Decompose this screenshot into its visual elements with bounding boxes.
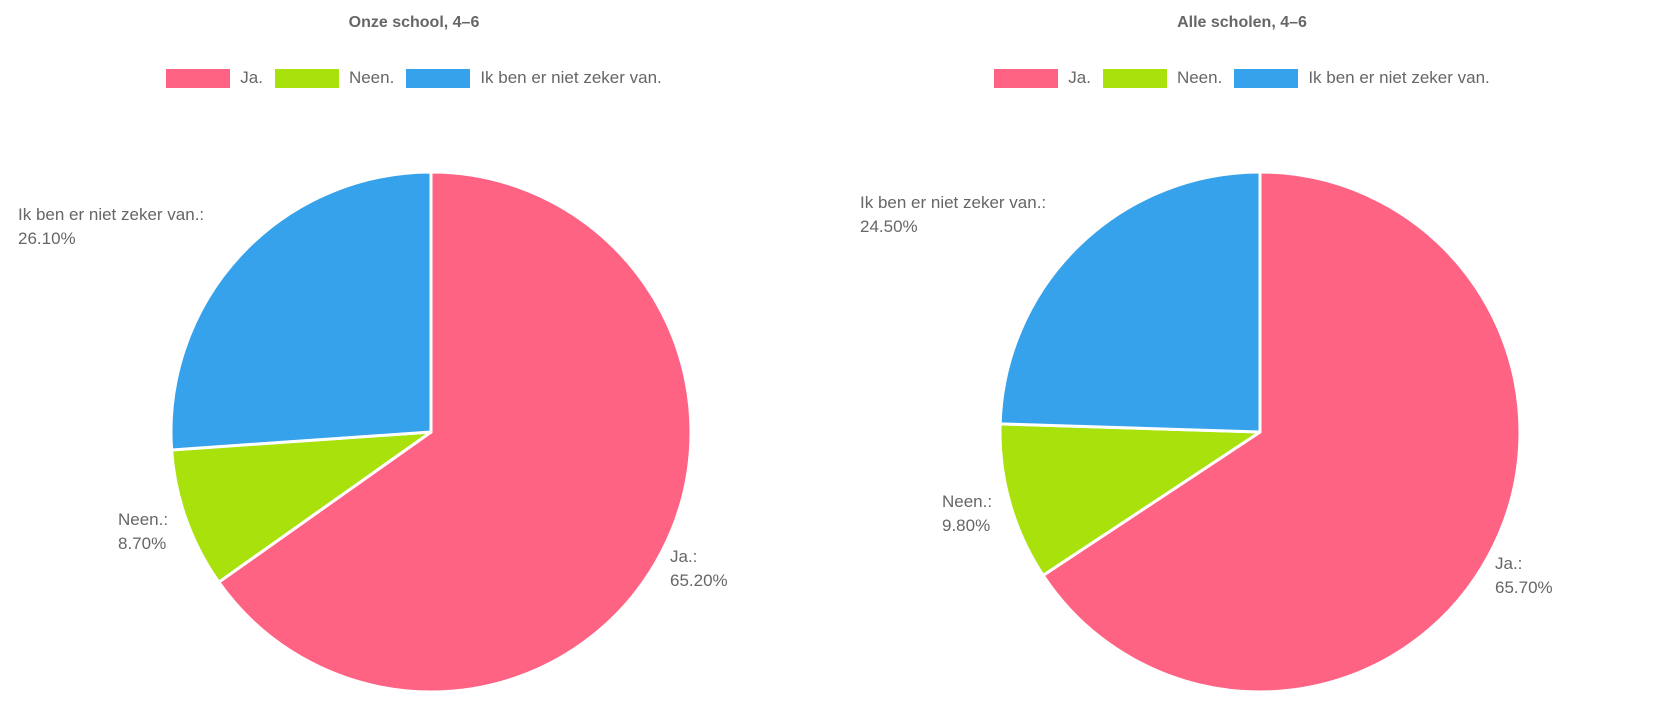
legend-item-ja[interactable]: Ja. [994,68,1091,88]
pie-slice-neen[interactable] [998,422,1262,577]
pie-slice-neen[interactable] [170,430,433,584]
slice-label-name: Ja.: [670,547,697,566]
slice-label-value: 65.70% [1495,578,1553,597]
legend-label-ja: Ja. [1068,68,1091,87]
legend-swatch-ja [166,68,231,88]
legend-swatch-neen [274,68,339,88]
legend-item-ja[interactable]: Ja. [166,68,263,88]
slice-label-name: Ja.: [1495,554,1522,573]
slice-label-ja: Ja.: 65.20% [670,547,728,590]
pie-slice-niet-zeker[interactable] [998,170,1262,434]
slice-label-value: 9.80% [942,516,990,535]
pie-chart-alle-scholen: Ja.: 65.70% Neen.: 9.80% Ik ben er niet zeke… [860,170,1553,694]
slice-label-ja: Ja.: 65.70% [1495,554,1553,597]
legend-label-niet-zeker: Ik ben er niet zeker van. [480,68,662,87]
slice-label-name: Ik ben er niet zeker van.: [18,205,204,224]
legend-label-neen: Neen. [348,68,395,87]
slice-label-neen: Neen.: 9.80% [942,492,992,535]
slice-label-value: 24.50% [860,217,918,236]
legend-item-neen[interactable]: Neen. [1102,68,1223,88]
legend-item-niet-zeker[interactable]: Ik ben er niet zeker van. [406,68,662,88]
chart-panel-onze-school: Onze school, 4–6 Ja. Neen. Ik ben er nie… [0,14,828,694]
legend: Ja. Neen. Ik ben er niet zeker van. [828,68,1656,88]
slice-label-name: Ik ben er niet zeker van.: [860,193,1046,212]
legend-label-neen: Neen. [1176,68,1223,87]
chart-title: Alle scholen, 4–6 [1177,14,1307,31]
legend-item-neen[interactable]: Neen. [274,68,395,88]
slice-label-niet-zeker: Ik ben er niet zeker van.: 24.50% [860,193,1046,236]
pie-slice-ja[interactable] [217,170,693,694]
pie-slice-niet-zeker[interactable] [169,170,433,452]
legend-swatch-ja [994,68,1059,88]
legend: Ja. Neen. Ik ben er niet zeker van. [0,68,828,88]
legend-label-ja: Ja. [240,68,263,87]
slice-label-value: 8.70% [118,534,166,553]
pie-chart-onze-school: Ja.: 65.20% Neen.: 8.70% Ik ben er niet zeke… [18,170,728,694]
legend-label-niet-zeker: Ik ben er niet zeker van. [1308,68,1490,87]
slice-label-neen: Neen.: 8.70% [118,510,168,553]
legend-swatch-niet-zeker [1234,68,1299,88]
slice-label-value: 65.20% [670,571,728,590]
legend-swatch-neen [1102,68,1167,88]
slice-label-value: 26.10% [18,229,76,248]
pie-slice-ja[interactable] [1041,170,1522,694]
slice-label-niet-zeker: Ik ben er niet zeker van.: 26.10% [18,205,204,248]
chart-panel-alle-scholen: Alle scholen, 4–6 Ja. Neen. Ik ben er ni… [828,0,1656,727]
slice-label-name: Neen.: [118,510,168,529]
legend-swatch-niet-zeker [406,68,471,88]
slice-label-name: Neen.: [942,492,992,511]
chart-title: Onze school, 4–6 [348,14,480,31]
legend-item-niet-zeker[interactable]: Ik ben er niet zeker van. [1234,68,1490,88]
